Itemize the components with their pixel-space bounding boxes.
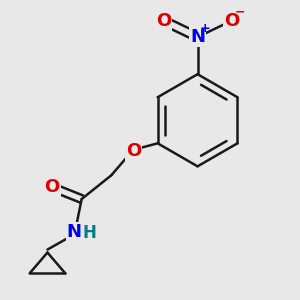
Text: N: N	[190, 28, 205, 46]
Text: O: O	[224, 12, 239, 30]
Text: H: H	[83, 224, 97, 242]
Text: O: O	[126, 142, 141, 160]
Text: +: +	[200, 22, 210, 34]
Text: O: O	[44, 178, 59, 196]
Text: O: O	[156, 12, 171, 30]
Text: −: −	[235, 5, 245, 18]
Text: N: N	[67, 223, 82, 241]
